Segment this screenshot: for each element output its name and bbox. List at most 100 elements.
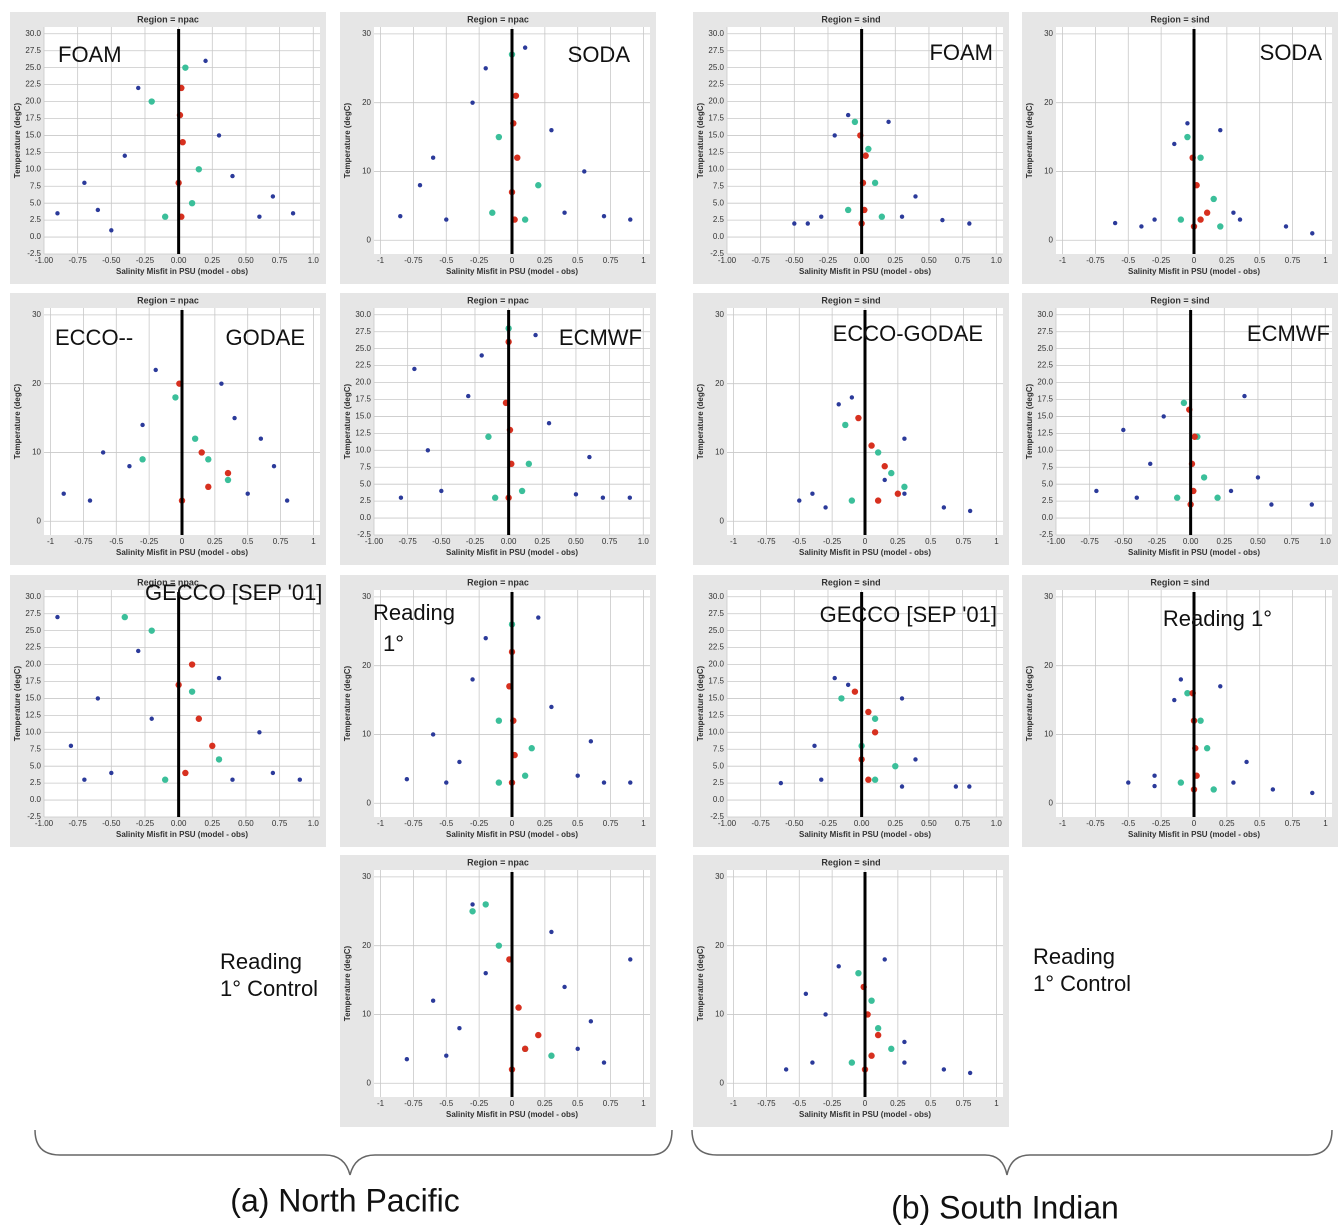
point [803,991,809,997]
y-tick-label: 20 [362,98,371,107]
panel: Region = npac -1 -0.75 -0.5 -0.25 0 0.25 0.5 0.7… [340,855,656,1127]
point [1178,677,1184,682]
y-tick-label: 30 [32,310,41,319]
x-tick-label: 1 [1323,256,1328,265]
y-tick-label: 30.0 [1037,310,1053,319]
y-axis-label: Temperature (degC) [1025,665,1034,741]
y-tick-label: 17.5 [708,114,724,123]
y-tick-label: 12.5 [708,710,724,719]
point [82,777,87,782]
y-tick-label: 20 [362,661,371,670]
x-axis-label: Salinity Misfit in PSU (model - obs) [116,267,248,276]
panel-title: Region = sind [821,577,880,587]
x-tick-label: 1.0 [991,819,1003,828]
x-tick-label: -0.75 [404,1099,423,1108]
panel-title: Region = npac [137,295,199,305]
point [805,221,810,226]
point [257,730,262,735]
y-tick-label: 27.5 [708,46,724,55]
x-axis-label: Salinity Misfit in PSU (model - obs) [446,1110,578,1119]
y-tick-label: 5.0 [1042,479,1054,488]
y-axis-label: Temperature (degC) [343,945,352,1021]
point [444,1053,449,1058]
x-tick-label: -1 [1059,819,1067,828]
point [810,491,815,496]
x-axis-label: Salinity Misfit in PSU (model - obs) [799,548,931,557]
x-tick-label: 0.75 [272,819,288,828]
point [1184,689,1191,697]
point [161,213,169,220]
point [1121,427,1126,433]
x-tick-label: 0.75 [273,537,289,546]
x-tick-label: -0.50 [432,537,451,546]
point [812,743,817,749]
y-tick-label: 20.0 [25,97,41,106]
y-tick-label: 2.5 [713,778,725,787]
model-label: FOAM [929,40,993,65]
point [836,964,841,969]
y-tick-label: 7.5 [360,462,372,471]
y-axis-label: Temperature (degC) [343,665,352,741]
y-tick-label: 25.0 [708,63,724,72]
brace [34,1129,673,1176]
point [871,776,879,783]
panel-title: Region = sind [1150,14,1209,24]
y-tick-label: 7.5 [713,744,725,753]
point [967,508,973,514]
x-tick-label: 0.75 [1285,819,1301,828]
y-tick-label: 5.0 [360,479,372,488]
model-label: Reading [373,600,455,625]
point [1237,217,1243,222]
point [398,495,404,500]
x-tick-label: -0.5 [439,819,453,828]
x-tick-label: 1 [994,1099,999,1108]
point [878,213,886,220]
x-tick-label: -0.75 [404,256,423,265]
y-tick-label: 20 [715,941,724,950]
x-tick-label: 0.75 [603,256,619,265]
point [848,1059,856,1066]
y-tick-label: 2.5 [360,496,372,505]
x-tick-label: 0.25 [207,537,223,546]
point [575,773,580,778]
point [1148,461,1153,467]
y-tick-label: 20.0 [25,660,41,669]
point [469,908,476,915]
model-label: ECMWF [1247,321,1330,346]
point [851,118,859,126]
x-tick-label: 0.25 [537,819,553,828]
x-tick-label: 0.75 [272,256,288,265]
point [871,729,879,736]
x-tick-label: 1 [1323,819,1328,828]
point [1152,773,1157,778]
y-tick-label: 0 [367,235,372,244]
side-label: Reading [1033,944,1115,969]
x-tick-label: 0.50 [921,256,937,265]
point [514,154,521,161]
point [1218,127,1223,133]
x-tick-label: 0.25 [888,819,904,828]
point [68,743,74,749]
point [845,682,851,688]
y-tick-label: 10.0 [1037,445,1053,454]
x-tick-label: 1 [641,819,646,828]
x-tick-label: -1 [1059,256,1067,265]
y-tick-label: 0 [1049,798,1054,807]
point [127,464,132,469]
point [495,779,503,786]
y-tick-label: 0.0 [360,513,372,522]
y-tick-label: 0.0 [30,795,42,804]
point [882,477,887,483]
point [901,483,908,491]
y-tick-label: 0.0 [713,795,725,804]
x-tick-label: 0.75 [1284,537,1300,546]
point [489,209,496,216]
point [479,353,484,358]
x-tick-label: -0.25 [819,256,838,265]
point [573,492,579,497]
point [533,332,538,338]
x-tick-label: -0.25 [823,537,842,546]
x-tick-label: 1 [994,537,999,546]
point [495,133,503,141]
x-tick-label: -0.50 [102,819,121,828]
